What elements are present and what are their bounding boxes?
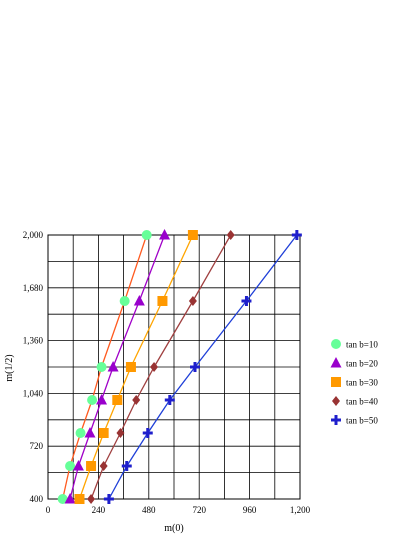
y-tick-label: 2,000 — [23, 230, 44, 240]
y-tick-label: 400 — [30, 494, 44, 504]
data-point-circle — [119, 296, 130, 306]
y-axis-label: m(1/2) — [4, 354, 15, 381]
data-point-diamond — [132, 395, 141, 405]
legend: tan b=10 tan b=20 tan b=30 tan b=40 tan b=50 — [330, 339, 378, 426]
data-point-square — [125, 362, 136, 372]
x-tick-label: 1,200 — [290, 505, 311, 515]
data-point-triangle — [133, 295, 145, 306]
y-tick-label: 1,680 — [23, 283, 44, 293]
data-point-triangle — [96, 394, 108, 405]
data-point-cross — [241, 296, 252, 306]
legend-label: tan b=30 — [346, 378, 378, 388]
data-point-triangle — [64, 493, 76, 504]
series-markers — [57, 229, 302, 504]
data-point-triangle — [107, 361, 119, 372]
legend-label: tan b=10 — [346, 340, 378, 350]
data-point-circle — [96, 362, 107, 372]
data-point-square — [187, 230, 198, 240]
data-point-circle — [65, 461, 76, 471]
legend-marker-diamond — [332, 396, 340, 406]
data-point-square — [112, 395, 123, 405]
data-point-circle — [141, 230, 152, 240]
legend-marker-circle — [331, 339, 341, 349]
data-point-circle — [87, 395, 98, 405]
legend-label: tan b=40 — [346, 397, 378, 407]
x-tick-label: 0 — [46, 505, 51, 515]
x-tick-label: 720 — [192, 505, 206, 515]
legend-label: tan b=20 — [346, 359, 378, 369]
data-point-triangle — [72, 460, 84, 471]
x-tick-label: 480 — [142, 505, 156, 515]
y-tick-label: 720 — [30, 441, 44, 451]
data-point-diamond — [226, 230, 235, 240]
data-point-square — [157, 296, 168, 306]
legend-marker-triangle — [330, 357, 342, 368]
data-point-square — [74, 494, 85, 504]
y-tick-label: 1,040 — [23, 388, 44, 398]
data-point-cross — [103, 494, 114, 504]
plot-frame — [47, 234, 301, 500]
data-point-cross — [164, 395, 175, 405]
data-point-diamond — [87, 494, 96, 504]
y-tick-label: 1,360 — [23, 336, 44, 346]
legend-marker-cross — [331, 415, 341, 425]
data-point-diamond — [99, 461, 108, 471]
data-point-cross — [190, 362, 200, 372]
data-point-square — [98, 428, 109, 438]
x-tick-label: 960 — [243, 505, 257, 515]
legend-marker-square — [331, 377, 341, 387]
data-point-diamond — [188, 296, 197, 306]
legend-label: tan b=50 — [346, 416, 378, 426]
x-tick-label: 240 — [92, 505, 106, 515]
data-point-square — [86, 461, 97, 471]
x-axis-label: m(0) — [164, 523, 183, 534]
tick-labels: 0 240 480 720 960 1,200 400 720 1,040 1,360 1,680 2… — [23, 230, 311, 515]
data-point-cross — [121, 461, 132, 471]
data-point-diamond — [150, 362, 159, 372]
data-point-triangle — [84, 427, 96, 438]
data-point-cross — [142, 428, 153, 438]
data-point-cross — [291, 230, 302, 240]
data-point-circle — [75, 428, 86, 438]
data-point-circle — [57, 494, 68, 504]
data-point-triangle — [159, 229, 171, 240]
data-point-diamond — [116, 428, 125, 438]
